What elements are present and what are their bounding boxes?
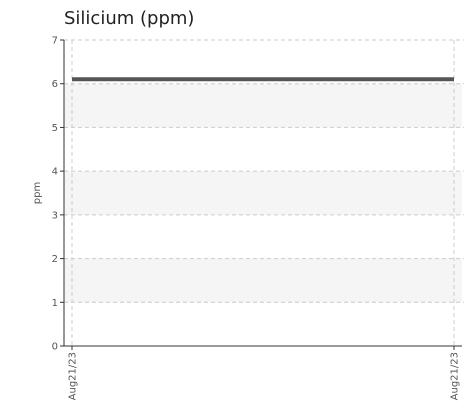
x-tick-label: Aug21/23: [68, 352, 79, 400]
grid-band: [64, 171, 462, 215]
y-tick-label: 7: [52, 36, 58, 47]
grid-band: [64, 83, 462, 128]
y-tick-label: 3: [52, 210, 58, 221]
y-tick-label: 1: [52, 298, 58, 309]
x-tick-label: Aug21/23: [450, 352, 461, 400]
y-tick-label: 4: [52, 167, 58, 178]
grid-band: [64, 258, 462, 303]
y-tick-label: 5: [52, 123, 58, 134]
y-tick-label: 0: [52, 342, 58, 353]
y-tick-label: 2: [52, 254, 58, 265]
y-axis-label: ppm: [32, 182, 43, 204]
y-tick-label: 6: [52, 79, 58, 90]
chart-title: Silicium (ppm): [64, 8, 195, 29]
